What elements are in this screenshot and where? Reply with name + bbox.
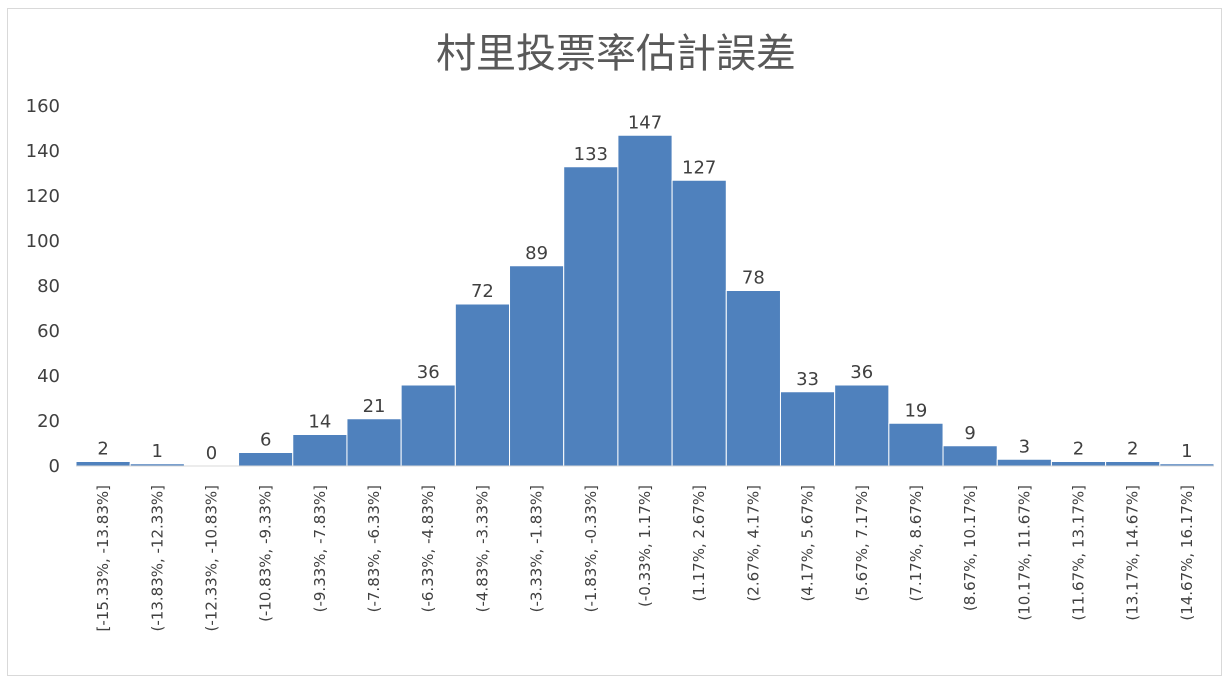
y-tick-label: 80 xyxy=(37,276,60,297)
data-label: 9 xyxy=(964,423,975,444)
data-label: 72 xyxy=(471,281,494,302)
x-tick-label: (14.67%, 16.17%] xyxy=(1178,485,1196,621)
data-label: 1 xyxy=(152,441,163,462)
data-label: 89 xyxy=(525,243,548,264)
y-axis: 0 20 40 60 80 100 120 140 160 xyxy=(26,96,60,477)
bar xyxy=(1050,461,1107,467)
x-tick-label: (1.17%, 2.67%] xyxy=(690,485,708,602)
bar xyxy=(346,418,402,467)
x-tick-label: (4.17%, 5.67%] xyxy=(799,485,817,602)
y-tick-label: 40 xyxy=(37,366,60,387)
x-tick-label: (2.67%, 4.17%] xyxy=(744,485,762,602)
bar xyxy=(779,391,836,467)
bar xyxy=(509,265,565,467)
data-label: 147 xyxy=(628,112,662,133)
data-label: 0 xyxy=(206,443,217,464)
x-tick-label: (13.17%, 14.67%] xyxy=(1124,485,1142,621)
x-tick-label: (-6.33%, -4.83%] xyxy=(419,485,437,612)
bar xyxy=(75,461,131,467)
data-label: 1 xyxy=(1181,441,1192,462)
bar xyxy=(996,458,1052,467)
y-tick-label: 60 xyxy=(37,321,60,342)
bar xyxy=(292,434,348,467)
chart-frame: 村里投票率估計誤差 0 20 40 60 80 100 120 140 160 2 1 0 6 14 21… xyxy=(7,8,1222,676)
bar xyxy=(563,166,619,467)
y-tick-label: 0 xyxy=(49,456,60,477)
x-tick-label: (-4.83%, -3.33%] xyxy=(473,485,491,612)
bars xyxy=(75,134,1215,467)
x-tick-label: (8.67%, 10.17%] xyxy=(961,485,979,611)
x-axis: [-15.33%, -13.83%] (-13.83%, -12.33%] (-12… xyxy=(76,465,1214,631)
x-tick-label: (5.67%, 7.17%] xyxy=(853,485,871,602)
y-tick-label: 20 xyxy=(37,411,60,432)
data-label: 36 xyxy=(417,362,440,383)
x-tick-label: (-7.83%, -6.33%] xyxy=(365,485,383,612)
x-tick-label: [-15.33%, -13.83%] xyxy=(94,485,112,631)
x-tick-label: (-9.33%, -7.83%] xyxy=(311,485,329,612)
bar xyxy=(671,179,727,467)
bar xyxy=(454,303,511,467)
bar xyxy=(400,384,456,467)
bar xyxy=(888,422,944,467)
x-tick-label: (7.17%, 8.67%] xyxy=(907,485,925,602)
bar xyxy=(238,452,294,467)
bar xyxy=(617,134,673,467)
data-label: 2 xyxy=(1127,439,1138,460)
y-tick-label: 140 xyxy=(26,141,60,162)
x-tick-label: (-0.33%, 1.17%] xyxy=(636,485,654,607)
bar xyxy=(725,290,781,467)
x-tick-label: (-3.33%, -1.83%] xyxy=(528,485,546,612)
data-label: 3 xyxy=(1019,436,1030,457)
y-tick-label: 120 xyxy=(26,186,60,207)
data-label: 78 xyxy=(742,268,765,289)
x-tick-label: (-13.83%, -12.33%] xyxy=(148,485,166,631)
data-label: 14 xyxy=(308,412,331,433)
y-tick-label: 100 xyxy=(26,231,60,252)
x-tick-label: (11.67%, 13.17%] xyxy=(1070,485,1088,621)
data-label: 36 xyxy=(850,362,873,383)
chart-title: 村里投票率估計誤差 xyxy=(436,31,796,77)
data-label: 21 xyxy=(363,396,386,417)
data-label: 33 xyxy=(796,369,819,390)
x-tick-label: (-12.33%, -10.83%] xyxy=(202,485,220,631)
data-label: 2 xyxy=(97,439,108,460)
x-tick-label: (-1.83%, -0.33%] xyxy=(582,485,600,612)
data-label: 19 xyxy=(904,400,927,421)
x-tick-label: (-10.83%, -9.33%] xyxy=(257,485,275,622)
data-label: 127 xyxy=(682,157,716,178)
bar xyxy=(1105,461,1161,467)
bar xyxy=(834,384,890,467)
data-label: 2 xyxy=(1073,439,1084,460)
x-tick-label: (10.17%, 11.67%] xyxy=(1015,485,1033,621)
bar xyxy=(942,445,998,467)
data-label: 6 xyxy=(260,430,271,451)
y-tick-label: 160 xyxy=(26,96,60,117)
data-label: 133 xyxy=(574,144,608,165)
